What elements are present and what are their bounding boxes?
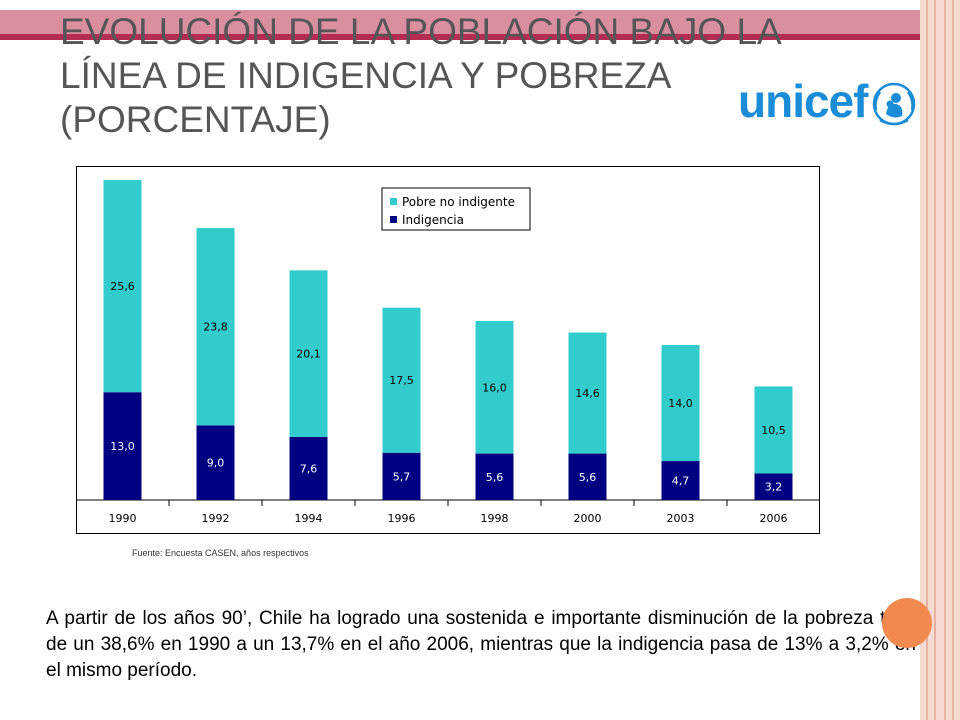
legend-swatch-2 <box>390 216 397 223</box>
bar-indigencia-2006 <box>754 473 793 500</box>
bar-pobre-no-indigente-1990 <box>103 180 142 393</box>
label-pobre-no-indigente-1992: 23,8 <box>203 321 228 334</box>
bar-indigencia-2003 <box>661 461 700 500</box>
decorative-orange-dot <box>882 598 932 648</box>
title-line-2: LÍNEA DE INDIGENCIA Y POBREZA <box>60 55 672 96</box>
x-tick-label-1996: 1996 <box>388 512 416 525</box>
label-indigencia-2000: 5,6 <box>579 471 597 484</box>
title-band <box>0 10 920 34</box>
bar-indigencia-1992 <box>196 425 235 500</box>
bar-pobre-no-indigente-2006 <box>754 386 793 474</box>
x-tick-label-1990: 1990 <box>109 512 137 525</box>
bar-indigencia-1998 <box>475 453 514 500</box>
title-line-1: EVOLUCIÓN DE LA POBLACIÓN BAJO LA <box>60 11 782 52</box>
right-decorative-border <box>920 0 960 720</box>
bar-pobre-no-indigente-1994 <box>289 270 328 437</box>
legend-label-1: Pobre no indigente <box>402 195 515 209</box>
unicef-logo: unicef <box>738 76 918 132</box>
caption-text: A partir de los años 90’, Chile ha logra… <box>46 608 916 681</box>
legend-label-2: Indigencia <box>402 213 464 227</box>
label-indigencia-1994: 7,6 <box>300 462 318 475</box>
poverty-stacked-bar-chart: 13,0 25,6 1990 9,0 23,8 1992 7,6 20,1 1994 5,7 17,… <box>76 166 820 534</box>
slide-title: EVOLUCIÓN DE LA POBLACIÓN BAJO LA LÍNEA … <box>60 10 782 142</box>
x-tick-label-1994: 1994 <box>295 512 323 525</box>
label-pobre-no-indigente-2003: 14,0 <box>668 397 693 410</box>
bar-indigencia-2000 <box>568 453 607 500</box>
label-indigencia-1990: 13,0 <box>110 440 135 453</box>
bar-indigencia-1990 <box>103 392 142 500</box>
bar-indigencia-1994 <box>289 436 328 500</box>
source-note: Fuente: Encuesta CASEN, años respectivos <box>132 548 309 558</box>
title-band-line <box>0 34 920 40</box>
label-pobre-no-indigente-1990: 25,6 <box>110 280 135 293</box>
unicef-emblem-icon <box>872 82 916 126</box>
label-pobre-no-indigente-1998: 16,0 <box>482 381 507 394</box>
bar-indigencia-1996 <box>382 452 421 500</box>
x-tick-label-2006: 2006 <box>760 512 788 525</box>
x-tick-label-2000: 2000 <box>574 512 602 525</box>
label-indigencia-1992: 9,0 <box>207 457 225 470</box>
bar-pobre-no-indigente-1996 <box>382 307 421 453</box>
bar-pobre-no-indigente-2003 <box>661 344 700 462</box>
bar-pobre-no-indigente-2000 <box>568 332 607 454</box>
legend-box <box>381 187 531 231</box>
label-pobre-no-indigente-1996: 17,5 <box>389 374 414 387</box>
logo-wordmark: unicef <box>738 75 868 127</box>
label-pobre-no-indigente-2000: 14,6 <box>575 387 600 400</box>
title-line-3: (PORCENTAJE) <box>60 99 331 140</box>
x-tick-label-1998: 1998 <box>481 512 509 525</box>
label-indigencia-1996: 5,7 <box>393 470 411 483</box>
label-indigencia-2003: 4,7 <box>672 475 690 488</box>
label-indigencia-2006: 3,2 <box>765 481 783 494</box>
legend-swatch-1 <box>390 198 397 205</box>
label-pobre-no-indigente-2006: 10,5 <box>761 424 786 437</box>
bar-pobre-no-indigente-1992 <box>196 228 235 426</box>
label-indigencia-1998: 5,6 <box>486 471 504 484</box>
x-tick-label-2003: 2003 <box>667 512 695 525</box>
bar-pobre-no-indigente-1998 <box>475 320 514 454</box>
label-pobre-no-indigente-1994: 20,1 <box>296 348 321 361</box>
x-tick-label-1992: 1992 <box>202 512 230 525</box>
